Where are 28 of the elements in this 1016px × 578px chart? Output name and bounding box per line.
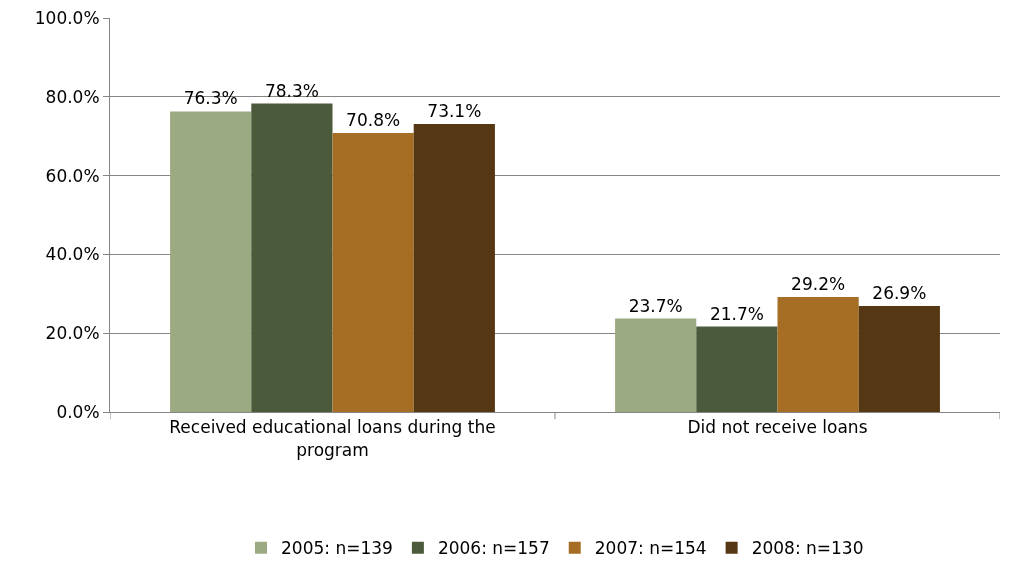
- bar: [170, 111, 252, 412]
- bar: [251, 103, 333, 412]
- y-tick-label: 40.0%: [45, 244, 100, 265]
- legend-label: 2008: n=130: [751, 538, 864, 559]
- data-label: 73.1%: [427, 100, 482, 121]
- legend-label: 2006: n=157: [437, 538, 550, 559]
- bar: [696, 326, 778, 412]
- data-label: 70.8%: [346, 110, 401, 131]
- bar: [413, 123, 495, 412]
- bar: [858, 306, 940, 412]
- y-tick-label: 80.0%: [45, 86, 100, 107]
- bar: [332, 133, 414, 412]
- y-tick-label: 20.0%: [45, 323, 100, 344]
- legend-label: 2007: n=154: [594, 538, 707, 559]
- bar: [615, 318, 697, 412]
- y-tick-label: 60.0%: [45, 165, 100, 186]
- data-label: 78.3%: [264, 80, 319, 101]
- x-tick-label: Did not receive loans: [687, 417, 868, 438]
- data-label: 29.2%: [791, 273, 846, 294]
- data-label: 26.9%: [872, 283, 927, 304]
- bar: [777, 296, 859, 412]
- data-label: 76.3%: [183, 88, 238, 109]
- legend-label: 2005: n=139: [281, 538, 393, 559]
- data-label: 23.7%: [628, 295, 683, 316]
- y-tick-label: 0.0%: [56, 401, 100, 422]
- data-label: 21.7%: [709, 303, 764, 324]
- x-tick-label: Received educational loans during the program: [169, 417, 496, 460]
- y-tick-label: 100.0%: [34, 7, 100, 28]
